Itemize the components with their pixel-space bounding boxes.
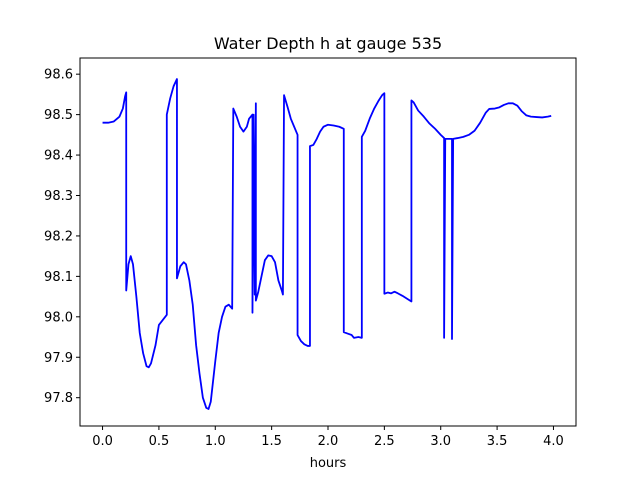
x-tick-label: 0.0 — [92, 434, 113, 449]
y-tick-label: 98.5 — [44, 108, 73, 123]
y-axis-ticks: 97.8 97.9 98.0 98.1 98.2 98.3 98.4 98.5 98.6 — [44, 68, 80, 406]
x-tick-label: 2.0 — [318, 434, 339, 449]
x-tick-label: 1.5 — [261, 434, 282, 449]
chart-title: Water Depth h at gauge 535 — [214, 34, 442, 53]
y-tick-label: 98.0 — [44, 310, 73, 325]
x-axis-ticks: 0.0 0.5 1.0 1.5 2.0 2.5 3.0 3.5 4.0 — [92, 426, 564, 449]
y-tick-label: 98.4 — [44, 149, 73, 164]
x-axis-label: hours — [310, 456, 347, 471]
plot-frame — [79, 57, 577, 427]
x-tick-label: 2.5 — [374, 434, 395, 449]
series-layer — [102, 78, 552, 410]
x-tick-label: 3.0 — [430, 434, 451, 449]
y-tick-label: 98.1 — [44, 270, 73, 285]
x-tick-label: 1.0 — [205, 434, 226, 449]
y-tick-label: 98.3 — [44, 189, 73, 204]
y-tick-label: 97.9 — [44, 351, 73, 366]
series-line-0 — [102, 78, 552, 410]
x-tick-label: 4.0 — [543, 434, 564, 449]
x-tick-label: 3.5 — [487, 434, 508, 449]
x-tick-label: 0.5 — [149, 434, 170, 449]
y-tick-label: 98.6 — [44, 68, 73, 83]
y-tick-label: 98.2 — [44, 229, 73, 244]
y-tick-label: 97.8 — [44, 391, 73, 406]
